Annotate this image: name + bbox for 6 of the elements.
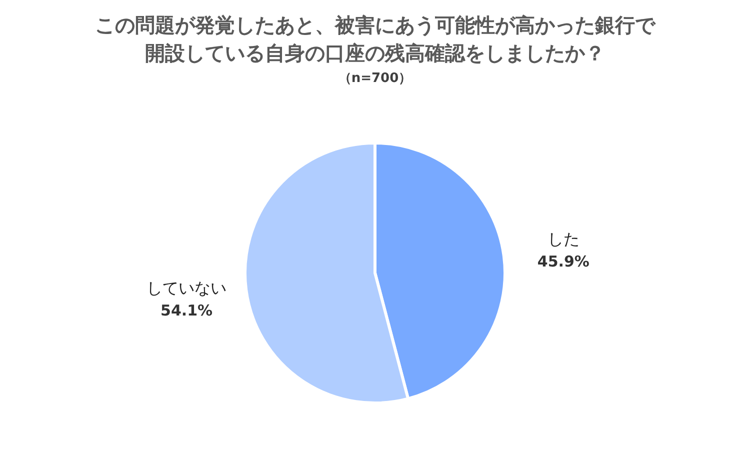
data-label: 45.9%	[537, 252, 590, 271]
chart-title: この問題が発覚したあと、被害にあう可能性が高かった銀行で開設している自身の口座の残高確認をしましたか？	[95, 13, 656, 65]
chart-subtitle: （n=700）	[338, 71, 412, 86]
slice-label: した	[547, 230, 580, 249]
slice-label: していない	[146, 278, 227, 298]
data-label: 54.1%	[160, 301, 213, 320]
